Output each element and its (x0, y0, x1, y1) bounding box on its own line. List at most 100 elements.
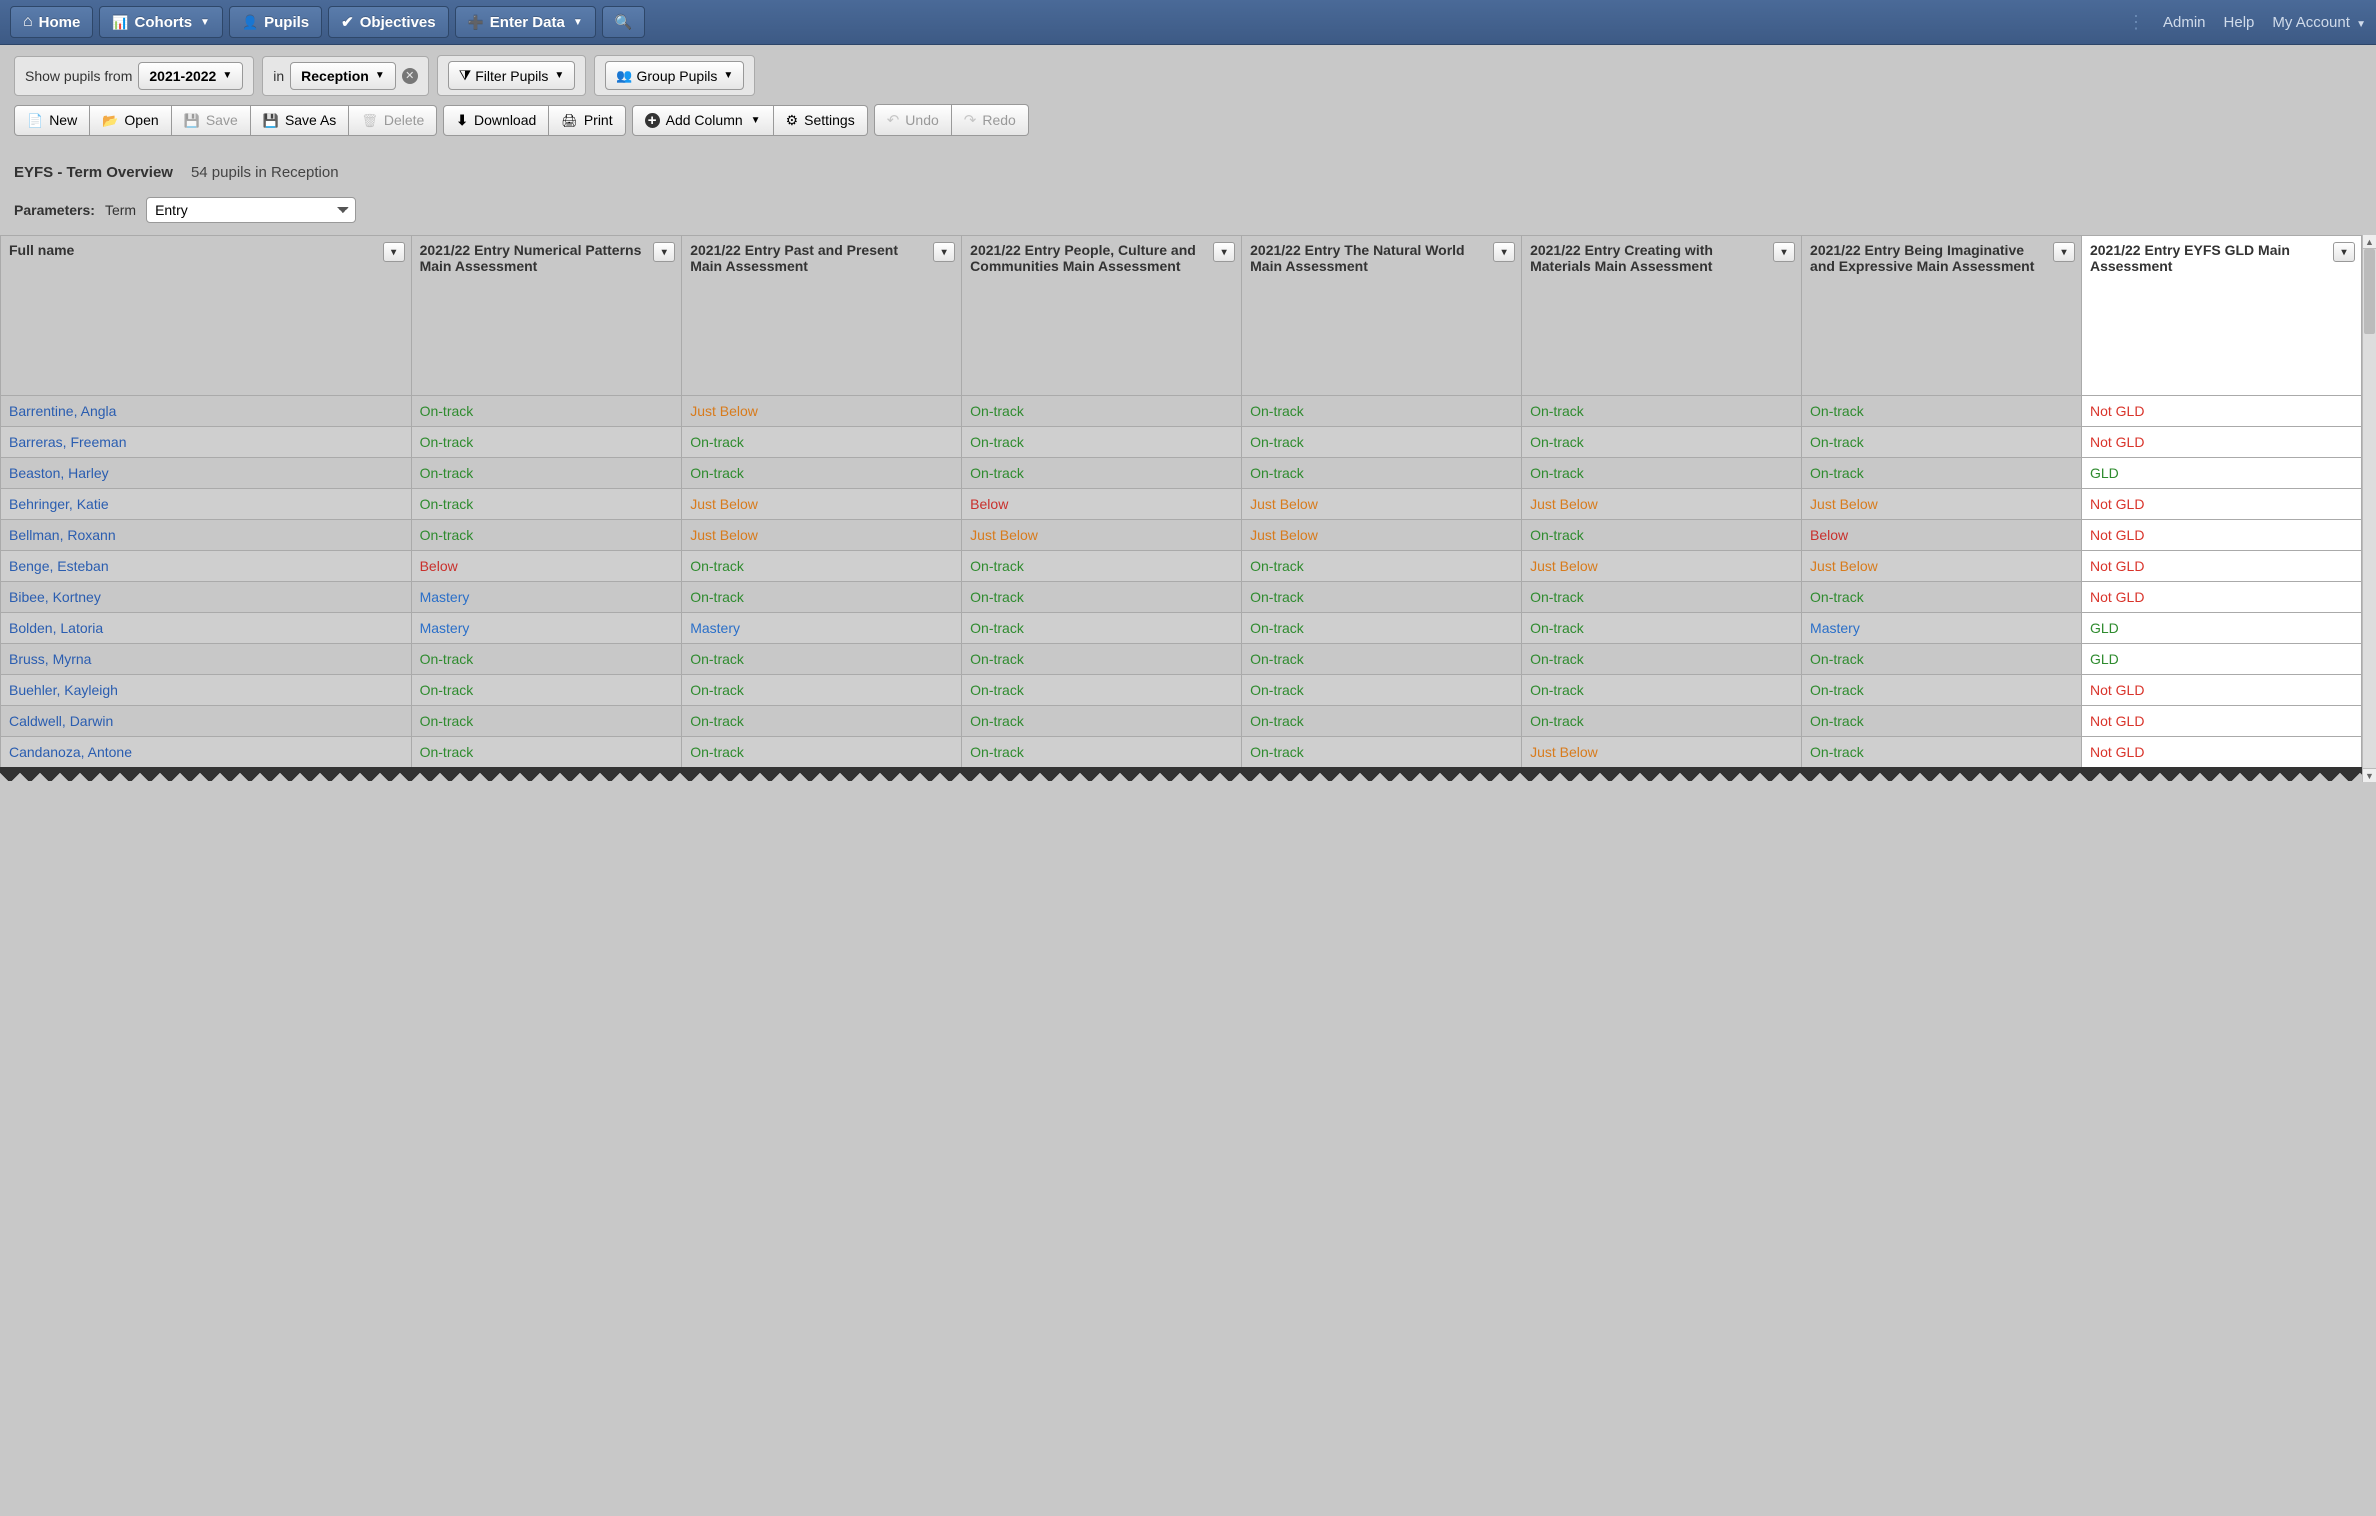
download-label: Download (474, 112, 536, 128)
save-button[interactable]: Save (172, 105, 251, 136)
undo-button[interactable]: Undo (874, 104, 952, 136)
column-dropdown-icon[interactable]: ▾ (933, 242, 955, 262)
assessment-value: On-track (1810, 465, 1864, 481)
assessment-value: Just Below (1810, 558, 1878, 574)
chevron-down-icon: ▼ (573, 17, 583, 28)
clear-group-icon[interactable]: ✕ (402, 68, 418, 84)
column-dropdown-icon[interactable]: ▾ (1213, 242, 1235, 262)
column-dropdown-icon[interactable]: ▾ (2333, 242, 2355, 262)
scroll-up-icon[interactable]: ▲ (2363, 235, 2376, 249)
pupil-link[interactable]: Candanoza, Antone (9, 744, 132, 760)
table-cell: On-track (1242, 427, 1522, 458)
column-label: 2021/22 Entry The Natural World Main Ass… (1250, 242, 1464, 274)
pupil-link[interactable]: Bibee, Kortney (9, 589, 101, 605)
home-button[interactable]: Home (10, 6, 93, 38)
column-dropdown-icon[interactable]: ▾ (383, 242, 405, 262)
open-button[interactable]: Open (90, 105, 171, 136)
table-cell: Mastery (682, 613, 962, 644)
group-pupils-label: Group Pupils (636, 68, 717, 84)
table-cell: On-track (682, 675, 962, 706)
delete-button[interactable]: Delete (349, 105, 437, 136)
pupil-link[interactable]: Beaston, Harley (9, 465, 109, 481)
table-cell: On-track (1242, 396, 1522, 427)
assessment-value: On-track (1250, 558, 1304, 574)
print-button[interactable]: Print (549, 105, 625, 136)
year-selector[interactable]: 2021-2022▼ (138, 62, 243, 90)
admin-link[interactable]: Admin (2163, 14, 2206, 31)
scroll-down-icon[interactable]: ▼ (2363, 768, 2376, 782)
assessment-value: On-track (1530, 682, 1584, 698)
assessment-value: On-track (970, 651, 1024, 667)
help-link[interactable]: Help (2224, 14, 2255, 31)
assessment-value: Not GLD (2090, 403, 2144, 419)
chevron-down-icon: ▼ (554, 70, 564, 81)
table-cell: Just Below (1242, 489, 1522, 520)
pupil-link[interactable]: Bolden, Latoria (9, 620, 103, 636)
home-icon (23, 13, 33, 31)
table-cell: On-track (1242, 737, 1522, 768)
assessment-value: On-track (970, 465, 1024, 481)
column-dropdown-icon[interactable]: ▾ (1493, 242, 1515, 262)
open-label: Open (124, 112, 158, 128)
group-pupils-button[interactable]: Group Pupils▼ (605, 61, 744, 90)
table-cell: On-track (1242, 582, 1522, 613)
plus-icon (645, 112, 660, 128)
pupils-label: Pupils (264, 14, 309, 31)
column-dropdown-icon[interactable]: ▾ (653, 242, 675, 262)
pupil-link[interactable]: Barreras, Freeman (9, 434, 126, 450)
assessment-value: On-track (420, 434, 474, 450)
print-icon (561, 112, 578, 129)
add-column-button[interactable]: Add Column▼ (632, 105, 774, 136)
table-cell: On-track (962, 613, 1242, 644)
new-button[interactable]: New (14, 105, 90, 136)
download-button[interactable]: Download (443, 105, 549, 136)
assessment-value: On-track (690, 651, 744, 667)
chevron-down-icon: ▼ (222, 70, 232, 81)
assessment-value: On-track (690, 434, 744, 450)
enter-data-button[interactable]: Enter Data▼ (455, 6, 596, 38)
filter-pupils-button[interactable]: Filter Pupils▼ (448, 61, 576, 90)
check-icon (341, 13, 354, 31)
pupil-link[interactable]: Bruss, Myrna (9, 651, 91, 667)
table-cell: On-track (1802, 644, 2082, 675)
nav-left: Home Cohorts▼ Pupils Objectives Enter Da… (10, 6, 645, 38)
redo-button[interactable]: Redo (952, 104, 1029, 136)
group-selector[interactable]: Reception▼ (290, 62, 396, 90)
table-wrap: Full name▾2021/22 Entry Numerical Patter… (0, 235, 2376, 782)
pupil-link[interactable]: Barrentine, Angla (9, 403, 116, 419)
save-as-button[interactable]: Save As (251, 105, 350, 136)
table-cell: Just Below (962, 520, 1242, 551)
assessment-value: On-track (690, 744, 744, 760)
pupil-link[interactable]: Caldwell, Darwin (9, 713, 113, 729)
objectives-button[interactable]: Objectives (328, 6, 448, 38)
table-cell: On-track (1522, 706, 1802, 737)
assessment-value: On-track (690, 465, 744, 481)
vertical-scrollbar[interactable]: ▲ ▼ (2362, 235, 2376, 782)
table-cell: Below (1802, 520, 2082, 551)
table-row: Bolden, LatoriaMasteryMasteryOn-trackOn-… (1, 613, 2362, 644)
column-dropdown-icon[interactable]: ▾ (1773, 242, 1795, 262)
table-cell: GLD (2081, 458, 2361, 489)
table-cell: On-track (962, 582, 1242, 613)
column-dropdown-icon[interactable]: ▾ (2053, 242, 2075, 262)
pupil-link[interactable]: Buehler, Kayleigh (9, 682, 118, 698)
assessment-value: Not GLD (2090, 527, 2144, 543)
table-cell: Bruss, Myrna (1, 644, 412, 675)
pupil-link[interactable]: Bellman, Roxann (9, 527, 116, 543)
term-select[interactable]: Entry (146, 197, 356, 223)
pupil-link[interactable]: Benge, Esteban (9, 558, 109, 574)
settings-button[interactable]: Settings (774, 105, 868, 136)
table-cell: On-track (1242, 644, 1522, 675)
pupil-link[interactable]: Behringer, Katie (9, 496, 109, 512)
search-button[interactable] (602, 6, 645, 38)
table-cell: On-track (1522, 582, 1802, 613)
assessment-value: On-track (420, 713, 474, 729)
account-link[interactable]: My Account ▼ (2272, 14, 2366, 31)
cohorts-button[interactable]: Cohorts▼ (99, 6, 223, 38)
table-cell: On-track (962, 675, 1242, 706)
table-cell: On-track (411, 644, 682, 675)
scroll-thumb[interactable] (2364, 249, 2375, 334)
pupils-button[interactable]: Pupils (229, 6, 322, 38)
table-cell: Not GLD (2081, 582, 2361, 613)
chart-icon (112, 14, 128, 31)
